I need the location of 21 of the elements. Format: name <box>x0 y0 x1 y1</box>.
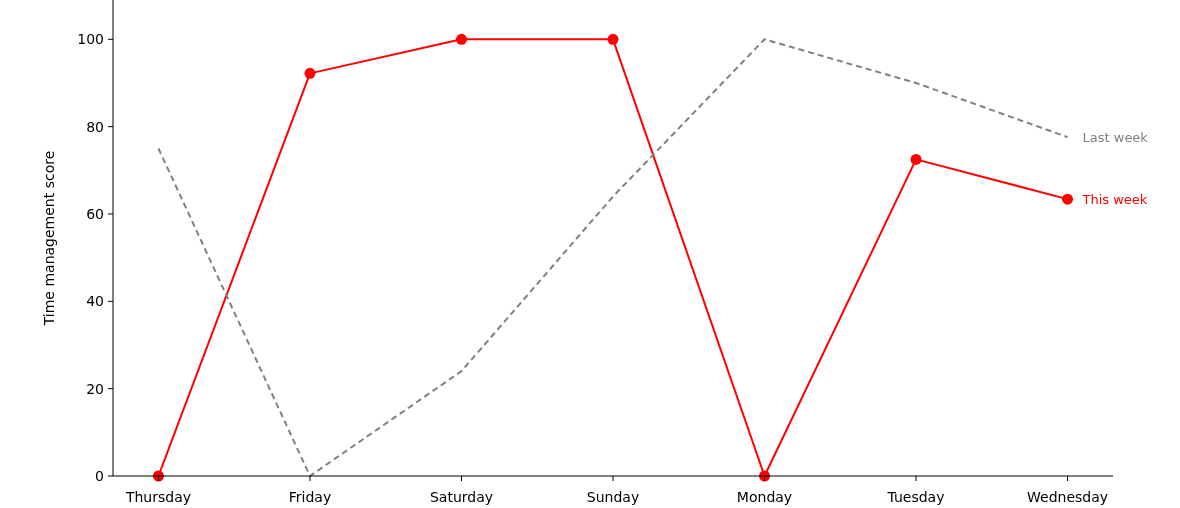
series-label: Last week <box>1082 130 1149 146</box>
point <box>304 67 316 79</box>
x-tick-label: Monday <box>736 489 793 505</box>
series-label: This week <box>1081 192 1148 208</box>
point <box>455 33 467 45</box>
x-tick-label: Thursday <box>124 489 192 505</box>
x-tick-label: Friday <box>288 489 332 505</box>
x-tick-label: Wednesday <box>1027 489 1109 505</box>
y-tick-label: 80 <box>86 118 104 135</box>
point <box>607 33 619 45</box>
y-tick-label: 0 <box>95 468 104 484</box>
y-tick-label: 20 <box>86 380 104 397</box>
point <box>910 153 922 165</box>
y-tick-label: 100 <box>77 31 104 48</box>
y-tick-label: 60 <box>86 205 104 222</box>
point <box>1062 193 1074 205</box>
x-tick-label: Sunday <box>586 489 640 505</box>
x-tick-label: Saturday <box>429 489 494 505</box>
y-axis-title: Time management score <box>41 150 57 327</box>
y-tick-label: 40 <box>86 293 104 310</box>
x-tick-label: Tuesday <box>886 489 945 505</box>
